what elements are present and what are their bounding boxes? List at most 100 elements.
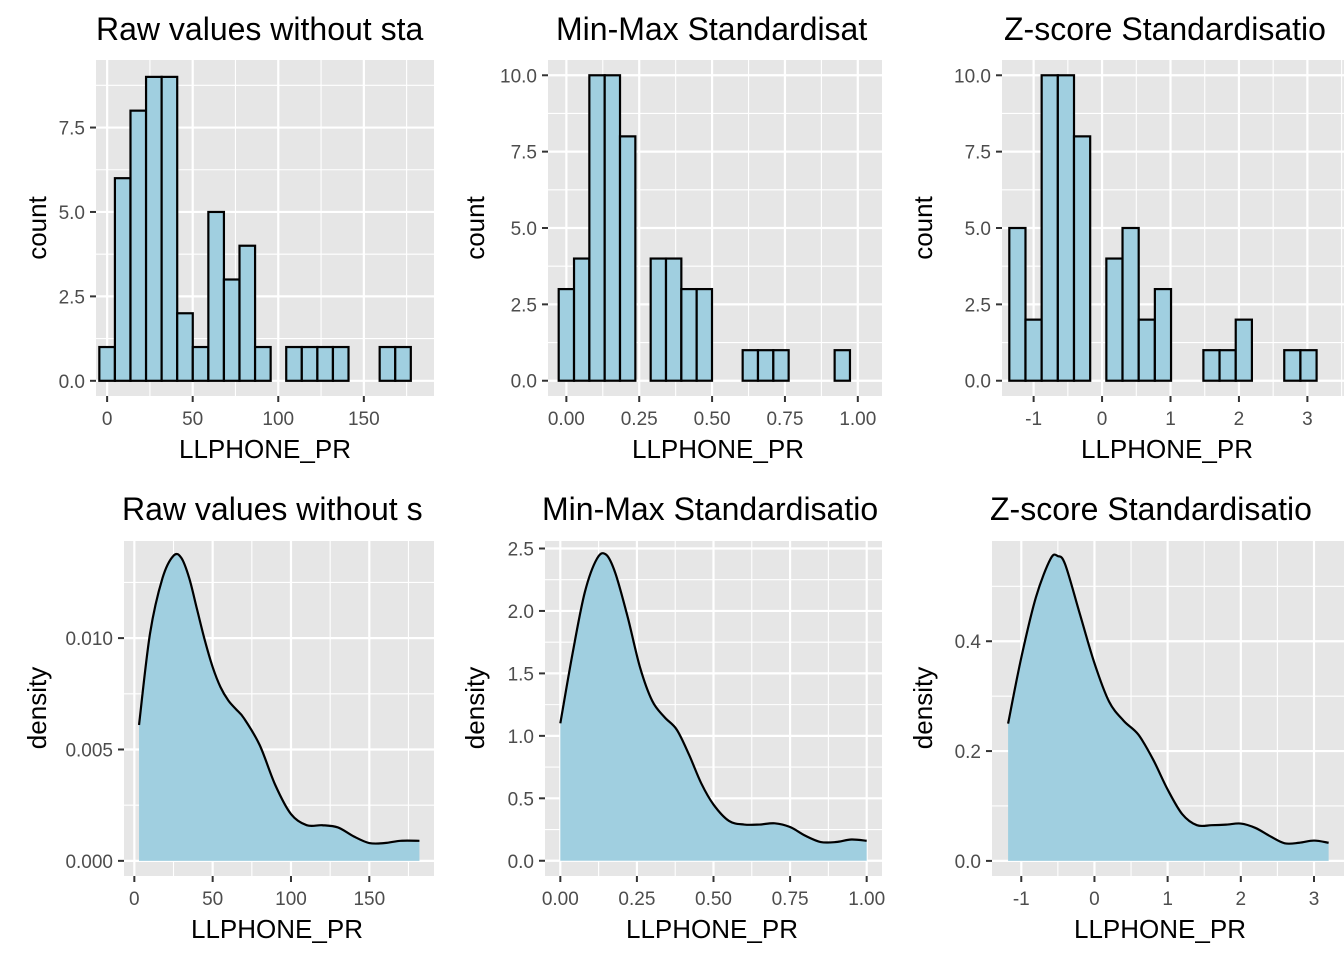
y-axis-title: count (460, 195, 490, 259)
histogram-bar (664, 257, 683, 382)
histogram-bar (129, 109, 148, 382)
x-tick-label: 0.50 (694, 409, 731, 430)
x-tick-label: 3 (1309, 889, 1320, 910)
histogram-bar (1072, 135, 1092, 382)
y-axis-title: count (22, 195, 52, 259)
y-tick-label: 0.2 (955, 742, 981, 763)
y-tick-label: 0.0 (511, 372, 537, 393)
histogram-bar (618, 135, 637, 382)
x-tick-label: 0.00 (542, 889, 579, 910)
histogram-bar (1299, 349, 1318, 382)
count-histogram-raw-values: Raw values without sta LLPHONE_PR count … (22, 11, 434, 464)
x-tick-label: 0.50 (695, 889, 732, 910)
x-tick-label: -1 (1025, 409, 1042, 430)
histogram-bar (113, 177, 132, 382)
x-tick-label: 100 (275, 889, 307, 910)
density-curve (1007, 553, 1329, 845)
histogram-bar (741, 349, 760, 382)
histogram-bar (176, 312, 194, 382)
density-plot-min-max: Min-Max Standardisatio LLPHONE_PR densit… (460, 491, 885, 944)
histogram-bar (98, 345, 117, 382)
count-histogram-z-score: Z-score Standardisatio LLPHONE_PR count … (908, 11, 1344, 464)
chart-title: Z-score Standardisatio (990, 491, 1312, 527)
x-tick-label: 0 (102, 409, 113, 430)
x-tick-label: 0 (129, 889, 140, 910)
x-tick-label: -1 (1013, 889, 1030, 910)
x-tick-label: 100 (262, 409, 294, 430)
histogram-bar (833, 349, 852, 382)
histogram-bar (331, 345, 350, 382)
plot-area (548, 60, 882, 396)
x-tick-label: 1.00 (839, 409, 876, 430)
histogram-bar (378, 345, 397, 382)
histogram-bar (588, 74, 606, 382)
y-tick-label: 2.5 (59, 287, 85, 308)
histogram-bar (1121, 226, 1140, 382)
histogram-bar (603, 74, 622, 382)
histogram-bar (160, 75, 179, 382)
density-area (560, 553, 867, 861)
y-tick-label: 0.0 (59, 372, 85, 393)
y-tick-label: 0.4 (955, 632, 982, 653)
y-tick-label: 2.0 (508, 602, 534, 623)
histogram-bar (772, 349, 790, 382)
y-tick-label: 0.010 (65, 629, 113, 650)
x-tick-label: 0.00 (548, 409, 585, 430)
x-tick-label: 150 (348, 409, 380, 430)
histogram-bar (680, 287, 698, 382)
y-tick-label: 7.5 (965, 143, 991, 164)
y-axis-title: density (908, 667, 938, 749)
y-tick-label: 10.0 (500, 66, 537, 87)
histogram-bar (572, 257, 591, 382)
density-curve (559, 552, 867, 844)
histogram-bar (144, 75, 163, 382)
histogram-bar (1234, 318, 1254, 382)
chart-title: Raw values without s (122, 491, 423, 527)
histogram-bar (557, 287, 576, 382)
count-histogram-min-max: Min-Max Standardisat LLPHONE_PR count 0.… (460, 11, 882, 464)
y-tick-label: 5.0 (965, 219, 991, 240)
x-tick-label: 150 (353, 889, 385, 910)
histogram-bar (1153, 287, 1173, 382)
y-tick-label: 2.5 (965, 295, 991, 316)
y-tick-label: 0.0 (965, 372, 991, 393)
y-tick-label: 0.0 (508, 852, 534, 873)
histogram-bar (649, 257, 668, 382)
x-tick-label: 0.75 (766, 409, 803, 430)
plot-area (545, 541, 882, 876)
y-tick-label: 10.0 (954, 66, 991, 87)
x-tick-label: 0.25 (618, 889, 655, 910)
x-axis-title: LLPHONE_PR (1081, 434, 1253, 464)
x-tick-label: 0 (1089, 889, 1100, 910)
y-axis-title: density (460, 667, 490, 749)
histogram-bar (207, 210, 226, 382)
histogram-bar (300, 345, 319, 382)
histogram-bar (222, 278, 241, 382)
histogram-bar (1024, 318, 1043, 382)
histogram-bar (756, 349, 775, 382)
histogram-bar (1040, 74, 1059, 382)
plot-area (124, 541, 434, 876)
y-axis-title: count (908, 195, 938, 259)
y-tick-label: 2.5 (511, 295, 537, 316)
x-axis-title: LLPHONE_PR (632, 434, 804, 464)
density-plot-z-score: Z-score Standardisatio LLPHONE_PR densit… (908, 491, 1344, 944)
histogram-bar (695, 287, 714, 382)
y-tick-label: 0.0 (955, 852, 981, 873)
x-tick-label: 1 (1162, 889, 1173, 910)
y-tick-label: 2.5 (508, 539, 534, 560)
histogram-bar (1283, 349, 1302, 382)
x-tick-label: 50 (202, 889, 223, 910)
y-tick-label: 1.0 (508, 727, 534, 748)
x-tick-label: 0.75 (772, 889, 809, 910)
y-tick-label: 7.5 (511, 143, 537, 164)
histogram-bar (394, 345, 412, 382)
x-tick-label: 3 (1302, 409, 1313, 430)
plot-area (96, 60, 434, 396)
x-tick-label: 0 (1097, 409, 1108, 430)
y-tick-label: 7.5 (59, 119, 85, 140)
histogram-bar (1105, 257, 1124, 382)
chart-title: Min-Max Standardisat (556, 11, 867, 47)
histogram-bar (1056, 74, 1076, 382)
